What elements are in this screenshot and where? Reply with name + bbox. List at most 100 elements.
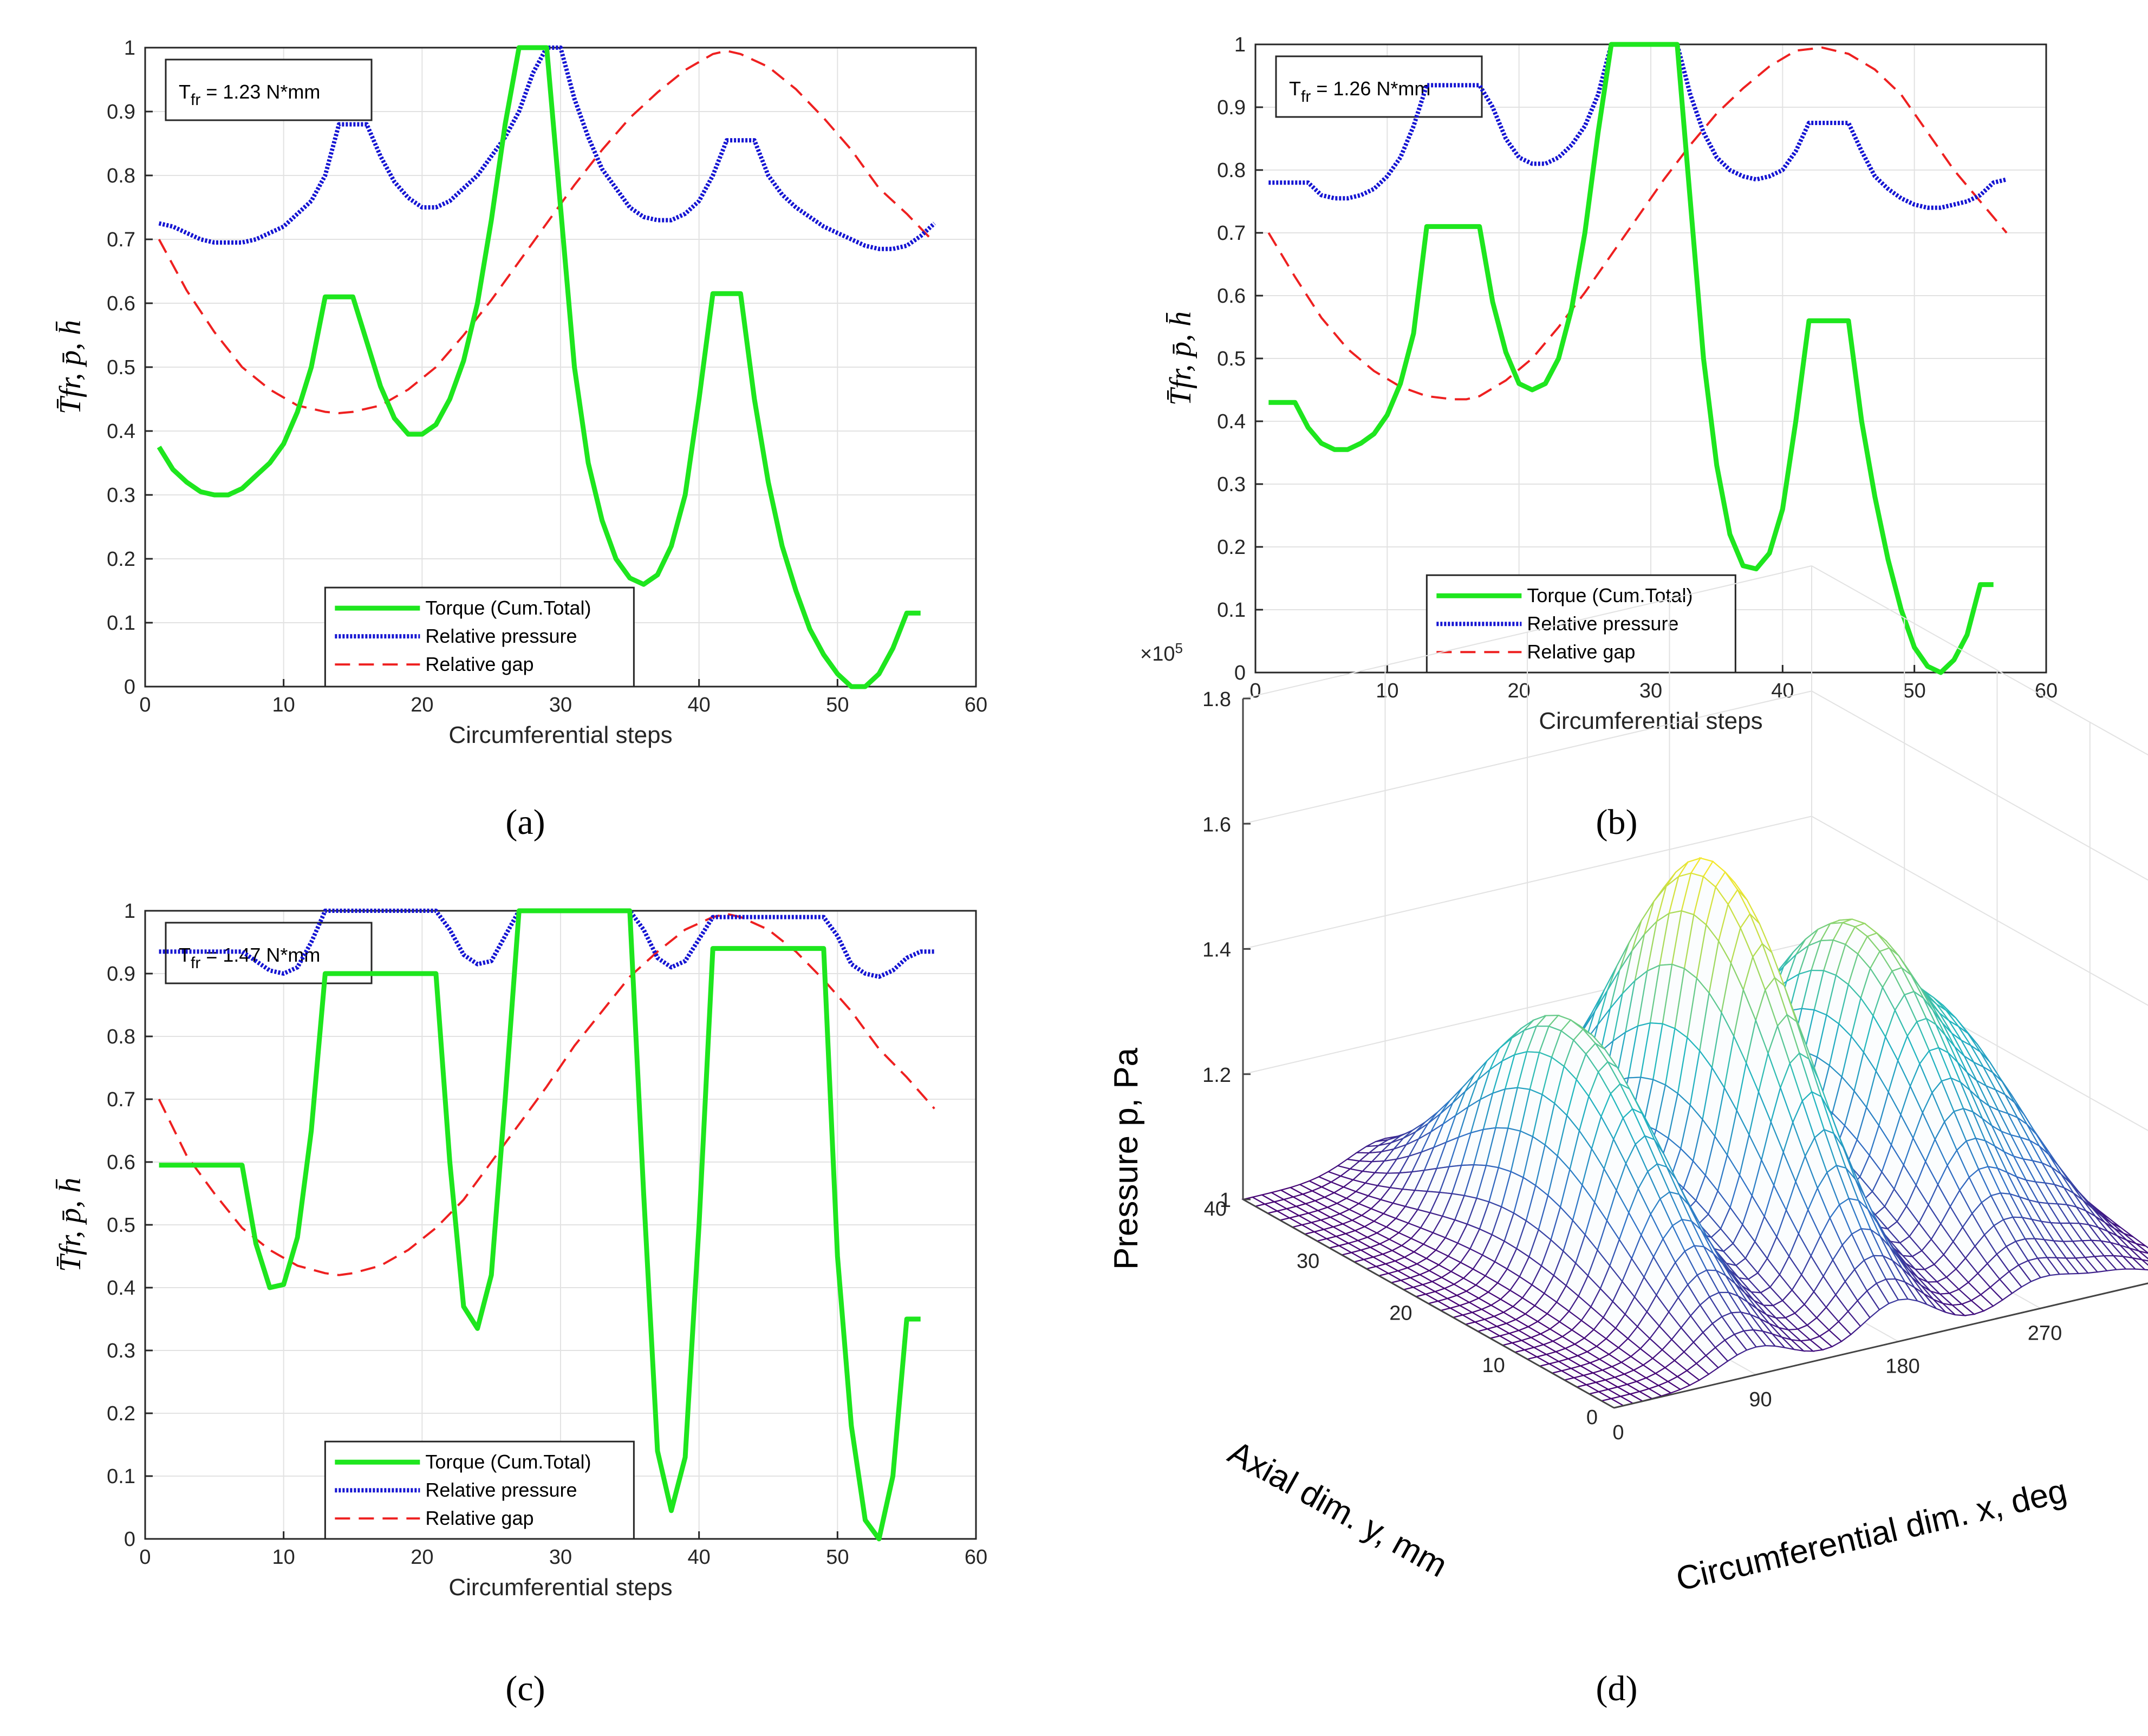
y-tick-label: 0.3 bbox=[107, 484, 135, 507]
y-tick-label: 0.7 bbox=[107, 1088, 135, 1111]
legend-label: Torque (Cum.Total) bbox=[425, 597, 591, 619]
legend-label: Torque (Cum.Total) bbox=[425, 1451, 591, 1473]
y-tick-label: 0.5 bbox=[107, 1214, 135, 1237]
x-tick-label: 10 bbox=[272, 1546, 295, 1569]
y-tick-label: 0.8 bbox=[1217, 159, 1246, 182]
y-tick-label: 0.8 bbox=[107, 165, 135, 187]
z-tick-label: 1.6 bbox=[1202, 813, 1231, 836]
y-tick-label: 0 bbox=[124, 1528, 135, 1551]
z-tick-label: 1.8 bbox=[1202, 688, 1231, 711]
caption-a: (a) bbox=[505, 802, 545, 842]
chart-panel-a: 0 10 20 30 40 50 60 0 0.1 0.2 0.3 0.4 0.5 0.6 0.7 0.8 0.… bbox=[54, 37, 987, 748]
y-tick-label: 1 bbox=[1234, 34, 1246, 56]
x-tick-label: 180 bbox=[1885, 1355, 1919, 1378]
z-exponent-label: ×105 bbox=[1140, 640, 1183, 665]
x-tick-label: 0 bbox=[139, 1546, 151, 1569]
y-tick-label: 0.9 bbox=[107, 963, 135, 986]
series-line-torque-cum-total- bbox=[157, 45, 921, 689]
x-axis-label: Circumferential steps bbox=[1539, 708, 1762, 734]
y-axis-label: T̄fr, p̄, h̄ bbox=[1164, 311, 1197, 406]
x-tick-label: 0 bbox=[139, 694, 151, 716]
x-axis-line bbox=[1613, 1282, 2148, 1409]
y-axis-line bbox=[1242, 1198, 1615, 1409]
y-tick-label: 0.3 bbox=[107, 1340, 135, 1362]
x-tick-label: 50 bbox=[826, 694, 849, 716]
y-axis-label: T̄fr, p̄, h̄ bbox=[54, 1178, 87, 1272]
series-line-torque-cum-total- bbox=[1268, 42, 1994, 675]
caption-c: (c) bbox=[505, 1669, 545, 1708]
x-tick-label: 10 bbox=[1376, 680, 1398, 702]
x-tick-label: 270 bbox=[2028, 1322, 2062, 1345]
y-tick-label: 10 bbox=[1482, 1354, 1505, 1377]
y-tick-label: 0.3 bbox=[1217, 473, 1246, 496]
x-tick-label: 0 bbox=[1249, 680, 1261, 702]
x-tick-label: 30 bbox=[1639, 680, 1662, 702]
y-axis-label-3d: Axial dim. y, mm bbox=[1222, 1434, 1453, 1585]
y-tick-label: 0.2 bbox=[107, 548, 135, 571]
x-tick-label: 30 bbox=[549, 694, 572, 716]
y-tick-label: 1 bbox=[124, 900, 135, 923]
x-tick-label: 20 bbox=[1508, 680, 1531, 702]
x-tick-label: 40 bbox=[688, 1546, 711, 1569]
x-axis-label: Circumferential steps bbox=[448, 1574, 672, 1601]
y-tick-label: 0.2 bbox=[1217, 536, 1246, 559]
z-tick-label: 1 bbox=[1220, 1189, 1231, 1212]
y-tick-label: 0.4 bbox=[107, 420, 135, 443]
y-tick-label: 0.5 bbox=[107, 356, 135, 379]
x-tick-label: 50 bbox=[1903, 680, 1926, 702]
x-tick-label: 20 bbox=[411, 1546, 433, 1569]
x-tick-label: 40 bbox=[688, 694, 711, 716]
x-tick-label: 90 bbox=[1749, 1388, 1772, 1411]
y-tick-label: 0.6 bbox=[107, 1151, 135, 1174]
y-tick-label: 0.1 bbox=[1217, 599, 1246, 622]
caption-d: (d) bbox=[1596, 1669, 1638, 1708]
annotation-box bbox=[165, 58, 373, 121]
series-line-relative-pressure bbox=[159, 909, 935, 979]
legend: Torque (Cum.Total) Relative pressure Relat… bbox=[324, 586, 635, 688]
x-tick-label: 10 bbox=[272, 694, 295, 716]
x-tick-label: 20 bbox=[411, 694, 433, 716]
pressure-surface bbox=[1241, 857, 2148, 1409]
z-tick-label: 1.4 bbox=[1202, 939, 1231, 962]
x-tick-label: 60 bbox=[2035, 680, 2058, 702]
series-line-torque-cum-total- bbox=[159, 908, 921, 1542]
x-tick-label: 50 bbox=[826, 1546, 849, 1569]
y-tick-label: 0.9 bbox=[107, 101, 135, 123]
y-tick-label: 0 bbox=[1586, 1406, 1598, 1429]
x-axis-label-3d: Circumferential dim. x, deg bbox=[1672, 1472, 2070, 1598]
x-tick-label: 0 bbox=[1612, 1421, 1624, 1444]
y-tick-label: 0.4 bbox=[107, 1277, 135, 1300]
y-tick-label: 0.4 bbox=[1217, 410, 1246, 433]
legend-label: Relative gap bbox=[1527, 641, 1635, 663]
torque-annotation: Tfr = 1.23 N*mm bbox=[165, 58, 373, 121]
y-tick-label: 30 bbox=[1297, 1250, 1319, 1272]
y-tick-label: 0 bbox=[124, 676, 135, 699]
side-wall-grid-z bbox=[1811, 690, 2148, 881]
y-tick-label: 0.2 bbox=[107, 1402, 135, 1425]
series-line-relative-gap bbox=[1267, 46, 2008, 401]
x-tick-label: 30 bbox=[549, 1546, 572, 1569]
x-axis-label: Circumferential steps bbox=[448, 722, 672, 748]
series-line-relative-gap bbox=[158, 912, 935, 1276]
legend-label: Relative pressure bbox=[425, 625, 577, 647]
y-tick-label: 0.8 bbox=[107, 1026, 135, 1048]
chart-panel-d: 11.21.41.61.8010203040090180270360×105Pr… bbox=[1108, 565, 2148, 1598]
y-tick-label: 0 bbox=[1234, 662, 1246, 684]
annotation-text: Tfr = 1.23 N*mm bbox=[179, 81, 320, 109]
y-tick-label: 0.7 bbox=[1217, 222, 1246, 245]
chart-panel-b: 0 10 20 30 40 50 60 0 0.1 0.2 0.3 0.4 0.5 0.6 0.7 0.8 0.… bbox=[1164, 34, 2058, 734]
legend: Torque (Cum.Total) Relative pressure Relat… bbox=[1426, 574, 1736, 674]
legend-label: Relative pressure bbox=[1527, 612, 1678, 635]
y-tick-label: 20 bbox=[1389, 1302, 1412, 1325]
y-tick-label: 0.5 bbox=[1217, 348, 1246, 370]
series-line-relative-pressure bbox=[158, 45, 936, 251]
y-tick-label: 0.6 bbox=[107, 292, 135, 315]
z-axis-label: Pressure p, Pa bbox=[1108, 1047, 1145, 1270]
legend-label: Relative gap bbox=[425, 1507, 533, 1529]
y-tick-label: 0.1 bbox=[107, 612, 135, 635]
y-tick-label: 0.6 bbox=[1217, 285, 1246, 308]
y-tick-label: 40 bbox=[1204, 1198, 1227, 1221]
y-tick-label: 0.1 bbox=[107, 1465, 135, 1488]
x-tick-label: 60 bbox=[965, 694, 987, 716]
